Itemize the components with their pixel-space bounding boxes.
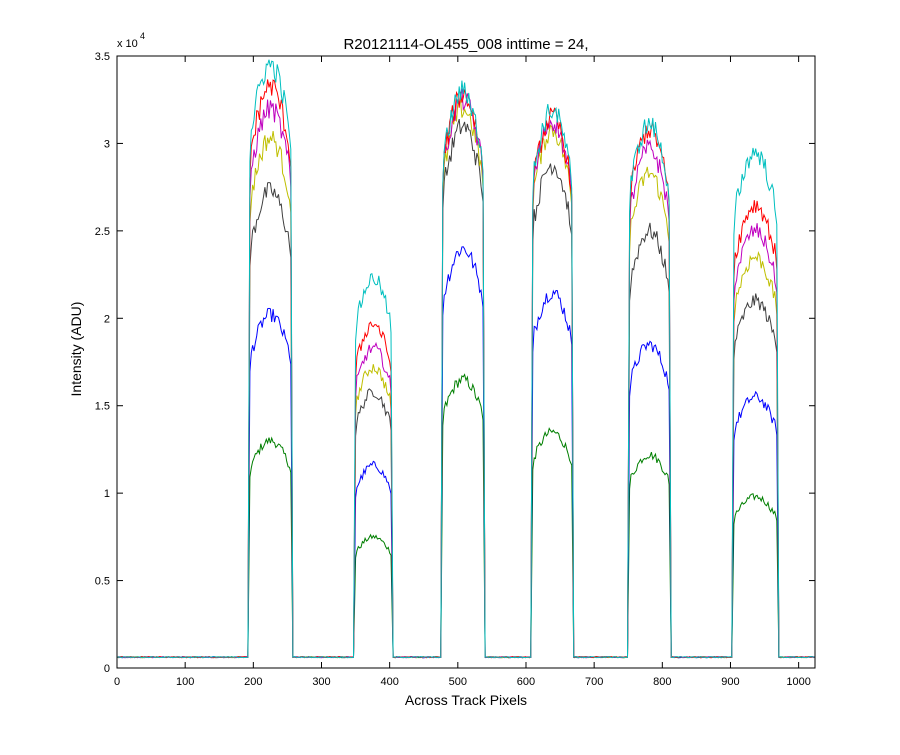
x-tick-label: 0 [114, 676, 120, 688]
x-tick-label: 400 [380, 676, 398, 688]
series-line-6 [116, 79, 815, 659]
y-tick-label: 1.5 [95, 401, 110, 413]
y-tick-label: 0 [104, 663, 110, 675]
x-tick-label: 600 [517, 676, 535, 688]
x-tick-label: 700 [585, 676, 603, 688]
x-tick-label: 500 [449, 676, 467, 688]
x-tick-label: 200 [244, 676, 262, 688]
x-axis-label: Across Track Pixels [405, 692, 527, 708]
x-tick-label: 100 [176, 676, 194, 688]
series-line-7 [116, 59, 816, 659]
y-tick-label: 0.5 [95, 576, 110, 588]
series-line-5 [116, 88, 816, 659]
series-line-1 [116, 373, 816, 659]
y-tick-label: 2 [104, 313, 110, 325]
y-axis-ticks: 0 0.5 1 1.5 2 2.5 3 3.5 [95, 51, 815, 675]
x-tick-label: 300 [312, 676, 330, 688]
plot-frame [116, 55, 816, 669]
chart-title: R20121114-OL455_008 inttime = 24, [343, 36, 588, 53]
x-tick-label: 800 [653, 676, 671, 688]
x-axis-ticks: 0 100 200 300 400 500 600 700 800 900 1000 [114, 56, 811, 688]
y-axis-multiplier-exponent: 4 [140, 31, 145, 41]
y-axis-label: Intensity (ADU) [68, 302, 84, 397]
y-tick-label: 1 [104, 488, 110, 500]
series-line-3 [116, 118, 815, 659]
y-tick-label: 3 [104, 138, 110, 150]
series-layer [116, 59, 816, 659]
x-tick-label: 1000 [786, 676, 810, 688]
x-tick-label: 900 [721, 676, 739, 688]
series-line-2 [116, 246, 816, 659]
y-tick-label: 2.5 [95, 226, 110, 238]
y-tick-label: 3.5 [95, 51, 110, 63]
y-axis-multiplier: x 10 [117, 38, 138, 50]
